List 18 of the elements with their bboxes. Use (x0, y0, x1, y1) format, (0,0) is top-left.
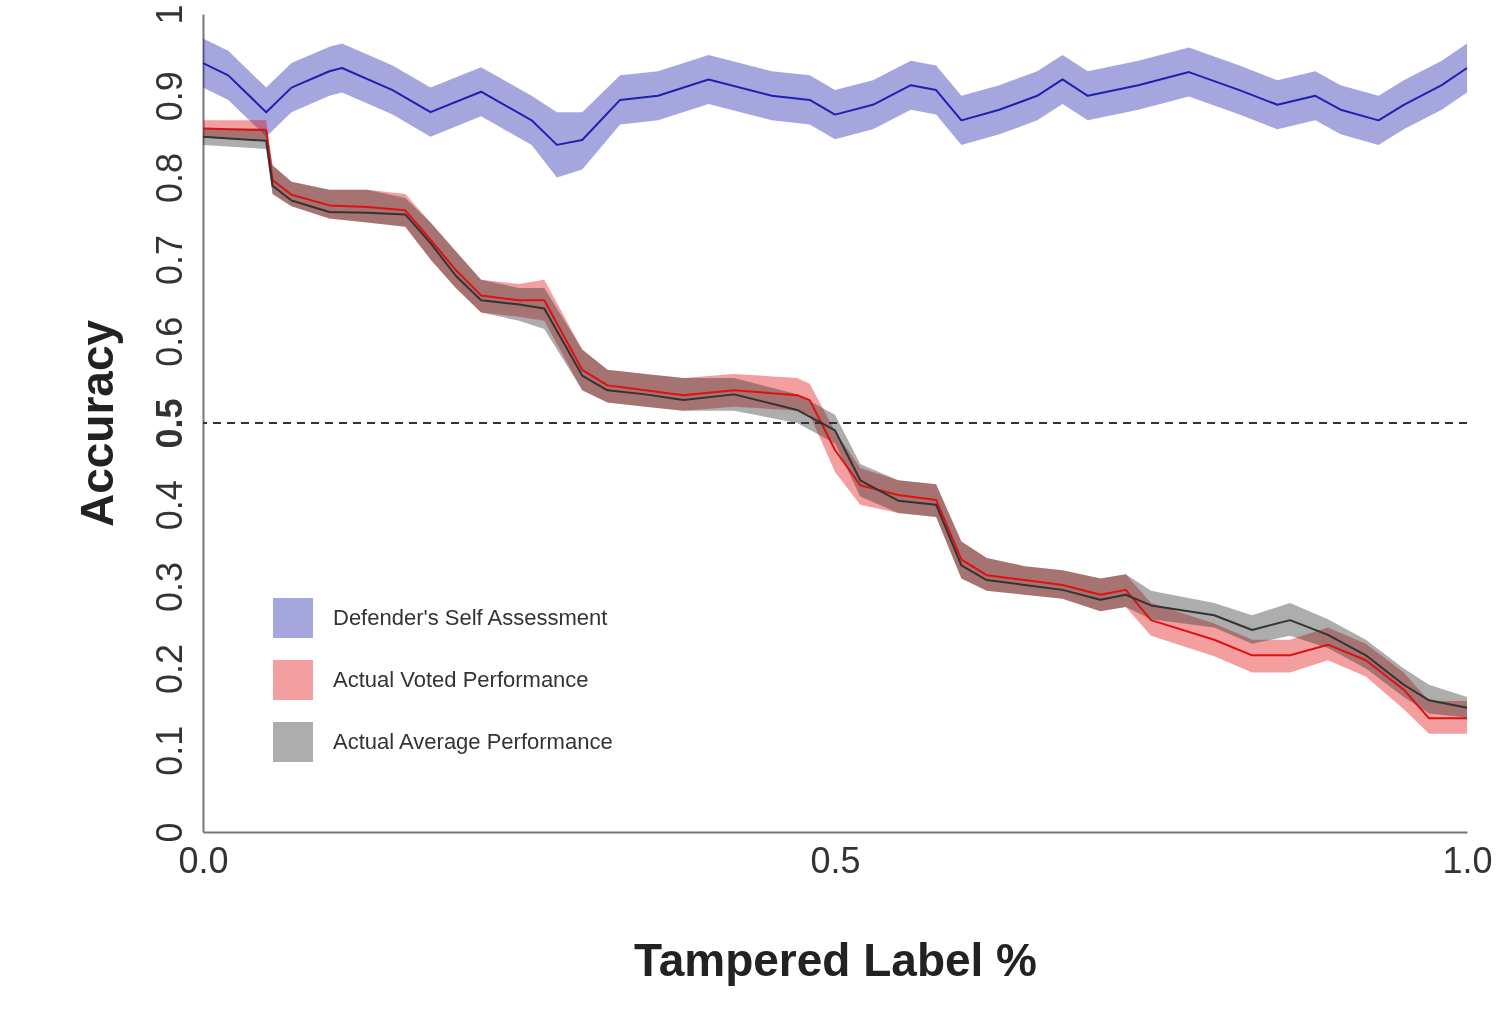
legend-label: Actual Average Performance (333, 729, 613, 754)
x-tick-label: 1.0 (1442, 839, 1493, 881)
y-tick-label: 1 (148, 4, 190, 25)
y-tick-label: 0.4 (148, 480, 190, 531)
y-tick-label: 0.6 (148, 316, 190, 367)
x-tick-label: 0.5 (810, 839, 861, 881)
legend-label: Defender's Self Assessment (333, 605, 608, 630)
y-tick-label: 0.9 (148, 71, 190, 122)
y-axis-title: Accuracy (70, 319, 123, 528)
y-tick-label: 0.3 (148, 562, 190, 613)
y-tick-label: 0.5 (148, 398, 190, 449)
y-tick-label: 0.1 (148, 725, 190, 776)
y-tick-label: 0.7 (148, 234, 190, 285)
line-series (202, 62, 1468, 146)
y-tick-label: 0.8 (148, 153, 190, 204)
y-tick-label: 0.2 (148, 643, 190, 694)
legend-label: Actual Voted Performance (333, 667, 589, 692)
x-axis-title: Tampered Label % (633, 933, 1038, 986)
